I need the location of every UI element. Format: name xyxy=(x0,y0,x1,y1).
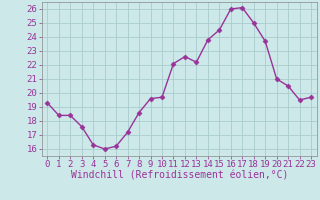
X-axis label: Windchill (Refroidissement éolien,°C): Windchill (Refroidissement éolien,°C) xyxy=(70,171,288,181)
